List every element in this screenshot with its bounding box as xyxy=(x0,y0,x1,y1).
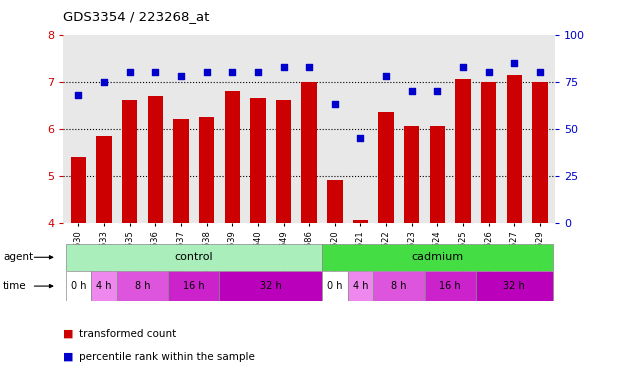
Point xyxy=(304,63,314,70)
Bar xyxy=(322,244,553,271)
Point xyxy=(73,92,83,98)
Bar xyxy=(97,136,112,223)
Point xyxy=(201,69,211,75)
Point xyxy=(253,69,263,75)
Text: control: control xyxy=(175,252,213,262)
Text: 32 h: 32 h xyxy=(260,281,281,291)
Bar xyxy=(481,82,497,223)
Point xyxy=(227,69,237,75)
Bar xyxy=(322,271,348,301)
Bar xyxy=(91,271,117,301)
Point xyxy=(125,69,135,75)
Text: cadmium: cadmium xyxy=(411,252,463,262)
Bar xyxy=(66,244,322,271)
Text: 16 h: 16 h xyxy=(439,281,461,291)
Text: transformed count: transformed count xyxy=(79,329,176,339)
Point xyxy=(432,88,442,94)
Bar xyxy=(276,101,292,223)
Point xyxy=(535,69,545,75)
Bar xyxy=(199,117,215,223)
Text: 4 h: 4 h xyxy=(353,281,369,291)
Bar xyxy=(348,271,374,301)
Bar xyxy=(302,82,317,223)
Text: percentile rank within the sample: percentile rank within the sample xyxy=(79,352,255,362)
Bar xyxy=(71,157,86,223)
Text: 8 h: 8 h xyxy=(391,281,406,291)
Text: GDS3354 / 223268_at: GDS3354 / 223268_at xyxy=(63,10,209,23)
Text: agent: agent xyxy=(3,252,33,262)
Point xyxy=(509,60,519,66)
Bar xyxy=(168,271,220,301)
Bar xyxy=(148,96,163,223)
Point xyxy=(176,73,186,79)
Text: ■: ■ xyxy=(63,352,74,362)
Text: 16 h: 16 h xyxy=(183,281,204,291)
Bar xyxy=(404,126,420,223)
Text: 0 h: 0 h xyxy=(327,281,343,291)
Bar xyxy=(456,79,471,223)
Text: 0 h: 0 h xyxy=(71,281,86,291)
Point xyxy=(99,79,109,85)
Bar xyxy=(430,126,445,223)
Point xyxy=(483,69,493,75)
Point xyxy=(278,63,288,70)
Bar xyxy=(379,112,394,223)
Text: time: time xyxy=(3,281,27,291)
Bar xyxy=(66,271,91,301)
Text: 32 h: 32 h xyxy=(504,281,525,291)
Bar xyxy=(174,119,189,223)
Bar xyxy=(374,271,425,301)
Point xyxy=(406,88,416,94)
Text: 8 h: 8 h xyxy=(135,281,150,291)
Bar xyxy=(251,98,266,223)
Bar xyxy=(476,271,553,301)
Point xyxy=(150,69,160,75)
Point xyxy=(330,101,340,107)
Point xyxy=(381,73,391,79)
Bar xyxy=(225,91,240,223)
Bar xyxy=(220,271,322,301)
Bar xyxy=(117,271,168,301)
Text: 4 h: 4 h xyxy=(97,281,112,291)
Bar xyxy=(353,220,368,223)
Bar xyxy=(532,82,548,223)
Bar xyxy=(327,180,343,223)
Bar xyxy=(122,101,138,223)
Bar xyxy=(507,74,522,223)
Text: ■: ■ xyxy=(63,329,74,339)
Bar xyxy=(425,271,476,301)
Point xyxy=(355,135,365,141)
Point xyxy=(458,63,468,70)
